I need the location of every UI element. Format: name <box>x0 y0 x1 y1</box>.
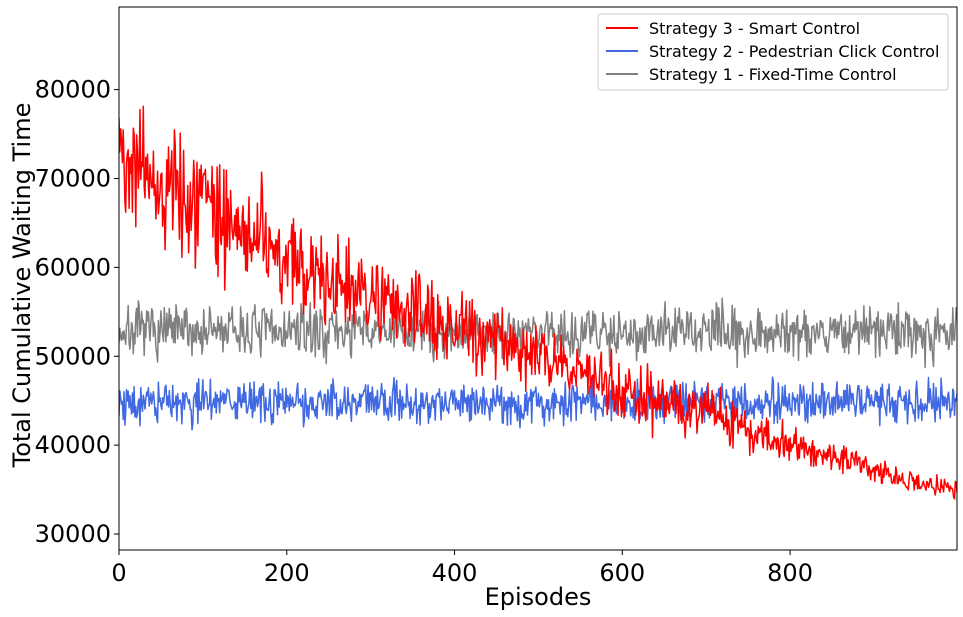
series-line-strategy-1 <box>119 297 957 369</box>
x-tick-label: 800 <box>767 559 813 587</box>
y-tick-label: 40000 <box>35 431 111 459</box>
series-layer <box>119 105 957 500</box>
plot-frame <box>118 6 958 551</box>
series-line-strategy-2 <box>119 376 957 431</box>
x-axis: 0 200 400 600 800 <box>111 550 813 587</box>
y-axis-title: Total Cumulative Waiting Time <box>8 103 36 469</box>
y-tick-label: 30000 <box>35 520 111 548</box>
legend-label-strategy-2: Strategy 2 - Pedestrian Click Control <box>649 42 939 61</box>
legend-label-strategy-1: Strategy 1 - Fixed-Time Control <box>649 65 897 84</box>
x-tick-label: 200 <box>264 559 310 587</box>
legend-box <box>597 13 949 91</box>
y-axis: 30000 40000 50000 60000 70000 80000 <box>35 76 119 548</box>
y-tick-label: 80000 <box>35 76 111 104</box>
x-tick-label: 600 <box>599 559 645 587</box>
y-tick-label: 50000 <box>35 342 111 370</box>
series-line-strategy-3 <box>119 105 957 500</box>
legend: Strategy 3 - Smart Control Strategy 2 - … <box>597 13 949 91</box>
x-tick-label: 0 <box>111 559 126 587</box>
y-tick-label: 60000 <box>35 253 111 281</box>
legend-label-strategy-3: Strategy 3 - Smart Control <box>649 19 860 38</box>
x-tick-label: 400 <box>432 559 478 587</box>
y-tick-label: 70000 <box>35 165 111 193</box>
x-axis-title: Episodes <box>485 583 592 611</box>
